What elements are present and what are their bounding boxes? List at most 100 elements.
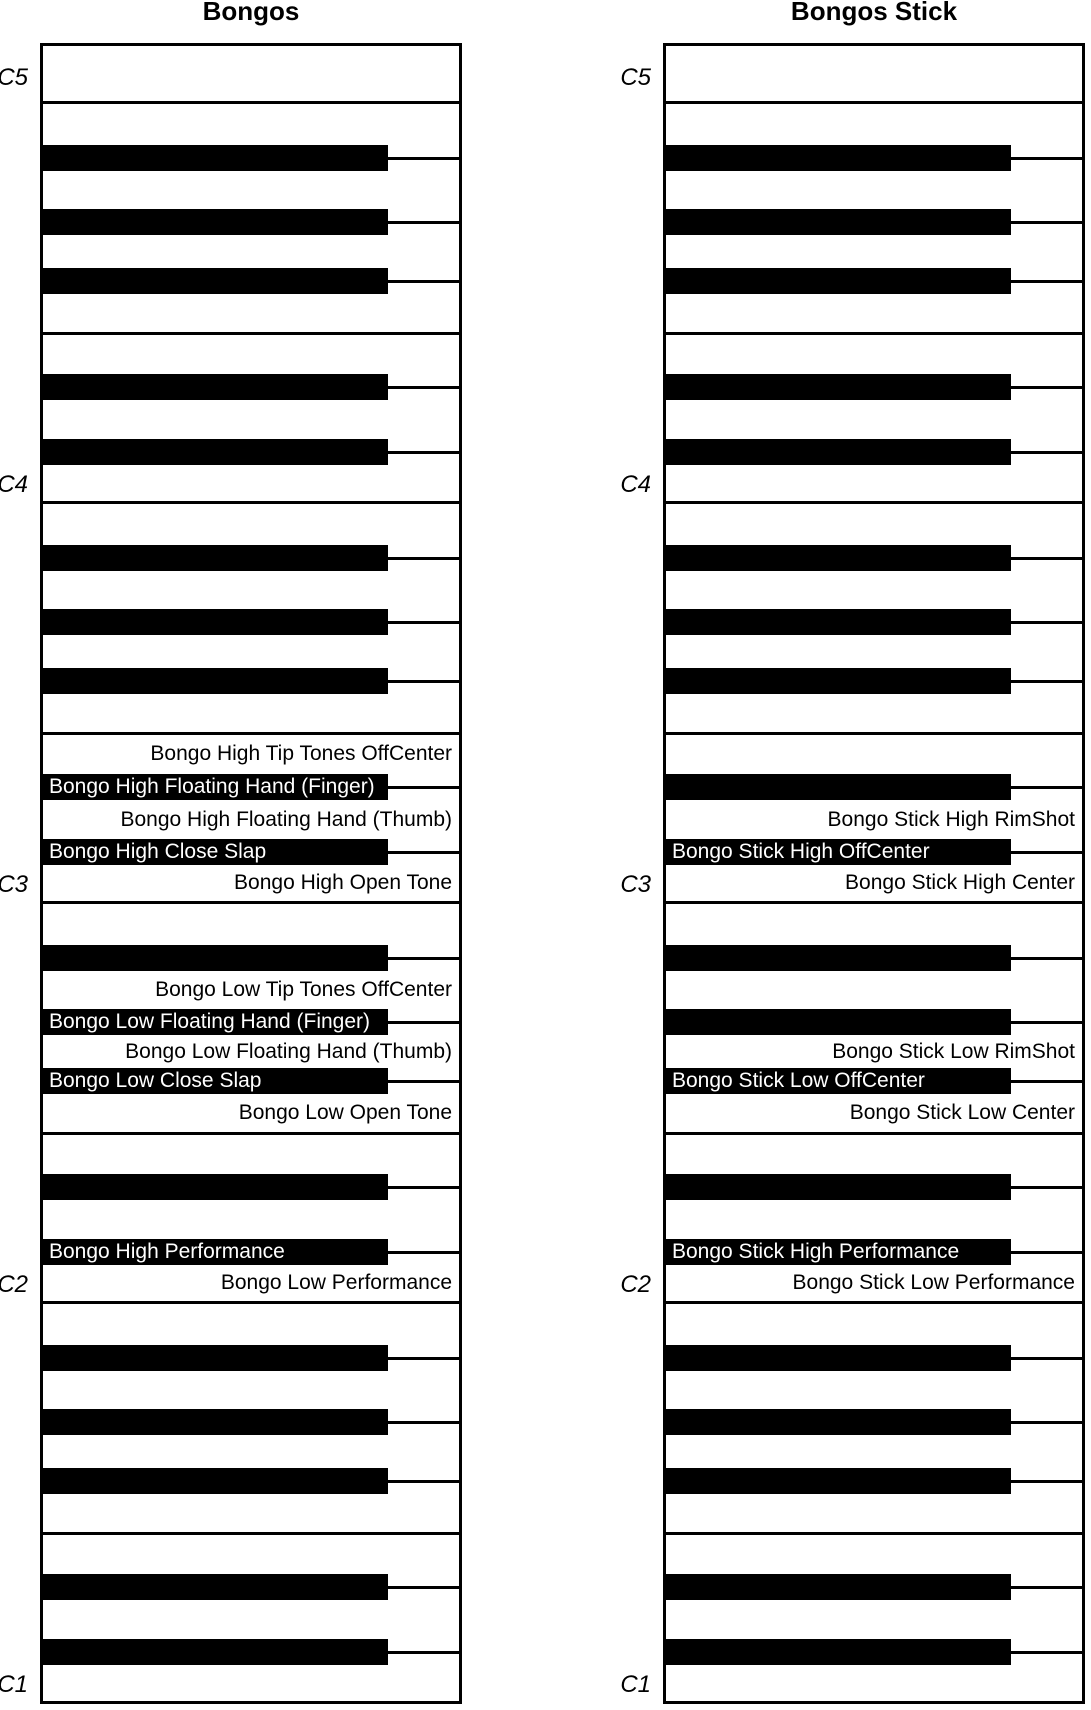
- key-boundary-line: [388, 1356, 459, 1360]
- key-boundary-line: [1011, 156, 1082, 160]
- octave-c-boundary-line: [43, 1300, 459, 1304]
- key-boundary-line: [388, 1650, 459, 1654]
- black-key-gsharp1: [666, 1409, 1011, 1435]
- black-key-dsharp1: [43, 1574, 388, 1600]
- black-key-fsharp3: [43, 668, 388, 694]
- key-boundary-line: [388, 956, 459, 960]
- key-boundary-line: [1011, 1020, 1082, 1024]
- e-f-boundary-line: [666, 331, 1082, 335]
- key-boundary-line: [1011, 1585, 1082, 1589]
- octave-c-boundary-line: [666, 900, 1082, 904]
- e-f-boundary-line: [43, 331, 459, 335]
- key-boundary-line: [388, 679, 459, 683]
- key-boundary-line: [1011, 1420, 1082, 1424]
- octave-c-boundary-line: [43, 500, 459, 504]
- black-key-dsharp2: [666, 1174, 1011, 1200]
- black-key-gsharp4: [666, 209, 1011, 235]
- key-boundary-line: [388, 1250, 459, 1254]
- key-boundary-line: [388, 450, 459, 454]
- black-key-asharp2: [666, 945, 1011, 971]
- white-key-label-a2: Bongo Low Tip Tones OffCenter: [155, 978, 452, 1001]
- key-boundary-line: [388, 1185, 459, 1189]
- black-key-csharp1: [43, 1639, 388, 1665]
- white-key-label-f2: Bongo Low Open Tone: [238, 1101, 452, 1125]
- octave-c-boundary-line: [666, 1300, 1082, 1304]
- key-boundary-line: [388, 620, 459, 624]
- black-key-fsharp4: [666, 268, 1011, 294]
- white-key-label-c2: Bongo Stick Low Performance: [792, 1271, 1075, 1295]
- octave-label-c1: C1: [620, 1671, 651, 1699]
- black-key-asharp2: [43, 945, 388, 971]
- keyboard-title: Bongos Stick: [790, 0, 958, 26]
- key-boundary-line: [388, 220, 459, 224]
- black-key-csharp2: Bongo High Performance: [43, 1239, 388, 1265]
- key-boundary-line: [1011, 956, 1082, 960]
- key-boundary-line: [388, 279, 459, 283]
- key-boundary-line: [1011, 450, 1082, 454]
- black-key-asharp4: [666, 145, 1011, 171]
- key-boundary-line: [388, 1420, 459, 1424]
- key-boundary-line: [388, 1079, 459, 1083]
- e-f-boundary-line: [666, 1131, 1082, 1135]
- key-boundary-line: [1011, 679, 1082, 683]
- black-key-fsharp2: Bongo Stick Low OffCenter: [666, 1068, 1011, 1094]
- key-boundary-line: [1011, 620, 1082, 624]
- key-boundary-line: [1011, 1185, 1082, 1189]
- black-key-fsharp4: [43, 268, 388, 294]
- black-key-gsharp3: [43, 609, 388, 635]
- key-boundary-line: [388, 385, 459, 389]
- black-key-csharp4: [43, 439, 388, 465]
- octave-label-c5: C5: [0, 64, 28, 91]
- key-boundary-line: [388, 1585, 459, 1589]
- black-key-fsharp2: Bongo Low Close Slap: [43, 1068, 388, 1094]
- octave-label-c4: C4: [0, 471, 28, 499]
- octave-label-c5: C5: [620, 64, 651, 91]
- black-key-csharp3: Bongo High Close Slap: [43, 839, 388, 865]
- octave-c-boundary-line: [666, 500, 1082, 504]
- key-boundary-line: [1011, 1079, 1082, 1083]
- keyboard-diagram-bongos: Bongo High Floating Hand (Finger) Bongo H…: [40, 43, 462, 1704]
- black-key-gsharp4: [43, 209, 388, 235]
- e-f-boundary-line: [43, 731, 459, 735]
- key-boundary-line: [1011, 385, 1082, 389]
- black-key-dsharp1: [666, 1574, 1011, 1600]
- key-boundary-line: [388, 850, 459, 854]
- key-boundary-line: [388, 1479, 459, 1483]
- key-boundary-line: [388, 1020, 459, 1024]
- key-boundary-line: [1011, 850, 1082, 854]
- black-key-asharp3: [43, 545, 388, 571]
- key-boundary-line: [388, 785, 459, 789]
- key-boundary-line: [1011, 1650, 1082, 1654]
- key-boundary-line: [1011, 1479, 1082, 1483]
- black-key-gsharp2: Bongo Low Floating Hand (Finger): [43, 1009, 388, 1035]
- black-key-dsharp3: Bongo High Floating Hand (Finger): [43, 774, 388, 800]
- black-key-asharp1: [43, 1345, 388, 1371]
- white-key-label-d3: Bongo Stick High RimShot: [827, 807, 1075, 831]
- octave-c-boundary-line: [43, 100, 459, 104]
- black-key-asharp4: [43, 145, 388, 171]
- key-boundary-line: [1011, 1356, 1082, 1360]
- octave-c-boundary-line: [666, 100, 1082, 104]
- keyboard-title: Bongos: [202, 0, 300, 26]
- octave-c-boundary-line: [43, 900, 459, 904]
- black-key-csharp4: [666, 439, 1011, 465]
- black-key-dsharp4: [666, 374, 1011, 400]
- black-key-csharp2: Bongo Stick High Performance: [666, 1239, 1011, 1265]
- black-key-dsharp3: [666, 774, 1011, 800]
- e-f-boundary-line: [43, 1131, 459, 1135]
- black-key-gsharp2: [666, 1009, 1011, 1035]
- keyboard-diagram-bongos-stick: Bongo Stick High OffCenter Bongo Stick Lo…: [663, 43, 1085, 1704]
- white-key-label-f2: Bongo Stick Low Center: [849, 1101, 1075, 1125]
- black-key-fsharp1: [666, 1468, 1011, 1494]
- black-key-fsharp1: [43, 1468, 388, 1494]
- white-key-label-c3: Bongo Stick High Center: [845, 871, 1075, 895]
- key-boundary-line: [388, 556, 459, 560]
- octave-label-c2: C2: [0, 1271, 28, 1299]
- key-boundary-line: [1011, 785, 1082, 789]
- octave-label-c1: C1: [0, 1671, 28, 1699]
- white-key-label-g2: Bongo Stick Low RimShot: [832, 1039, 1075, 1063]
- key-boundary-line: [1011, 279, 1082, 283]
- black-key-dsharp2: [43, 1174, 388, 1200]
- key-boundary-line: [388, 156, 459, 160]
